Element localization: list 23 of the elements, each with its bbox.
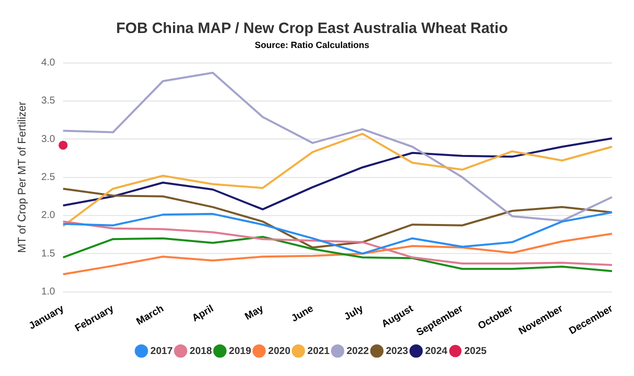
legend-label: 2021 <box>307 346 330 357</box>
y-tick-label: 3.0 <box>41 134 56 145</box>
x-tick-label: July <box>342 303 366 323</box>
y-tick-label: 2.0 <box>41 210 56 222</box>
y-tick-label: 1.5 <box>41 248 56 260</box>
chart-subtitle: Source: Ratio Calculations <box>254 40 370 50</box>
y-tick-label: 2.5 <box>41 172 56 184</box>
legend-label: 2025 <box>464 346 488 357</box>
legend-label: 2024 <box>425 346 448 357</box>
y-axis-title: MT of Crop Per MT of Fertilizer <box>16 101 29 253</box>
x-tick-label: June <box>290 303 316 325</box>
legend-label: 2022 <box>346 346 370 357</box>
y-tick-label: 1.0 <box>41 286 56 298</box>
x-tick-label: April <box>190 303 216 324</box>
y-tick-label: 3.5 <box>41 96 56 107</box>
legend-label: 2023 <box>386 346 409 357</box>
legend-label: 2017 <box>150 346 174 357</box>
chart-title: FOB China MAP / New Crop East Australia Wheat Ratio <box>116 20 508 38</box>
legend-label: 2018 <box>190 346 212 357</box>
y-tick-label: 4.0 <box>41 58 56 69</box>
legend-label: 2020 <box>268 346 291 357</box>
legend-label: 2019 <box>228 346 252 357</box>
x-tick-label: May <box>243 303 266 323</box>
